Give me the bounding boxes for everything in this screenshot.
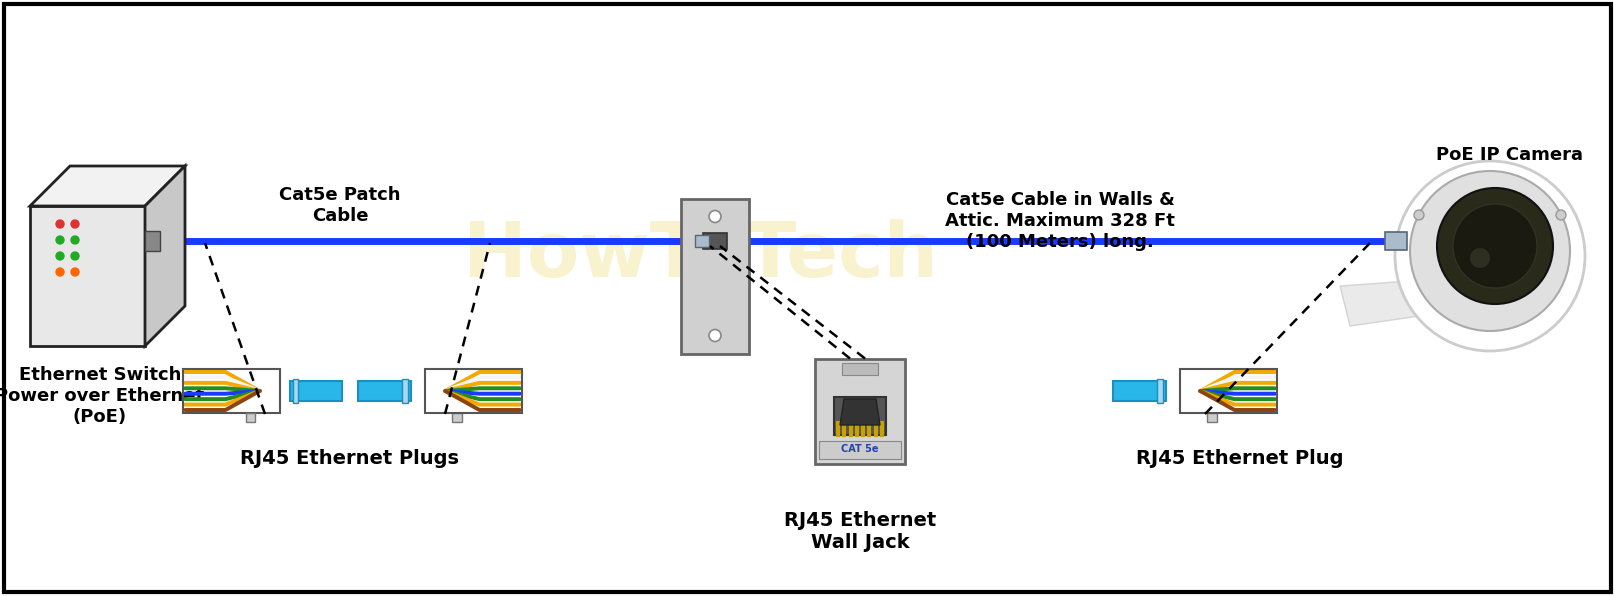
Bar: [424, 369, 521, 413]
Text: Ethernet Switch
Power over Ethernet
(PoE): Ethernet Switch Power over Ethernet (PoE…: [0, 366, 205, 426]
Circle shape: [1469, 248, 1490, 268]
Circle shape: [56, 236, 65, 244]
Polygon shape: [31, 166, 186, 206]
Bar: [1112, 381, 1165, 402]
Bar: [358, 381, 410, 402]
Bar: [1156, 378, 1162, 403]
Circle shape: [1394, 161, 1583, 351]
Bar: [1206, 413, 1215, 423]
Circle shape: [1409, 171, 1569, 331]
Bar: [145, 231, 160, 251]
Text: RJ45 Ethernet Plug: RJ45 Ethernet Plug: [1136, 449, 1343, 468]
Bar: [402, 378, 407, 403]
Circle shape: [71, 268, 79, 276]
Polygon shape: [145, 166, 186, 346]
Circle shape: [56, 220, 65, 228]
Polygon shape: [31, 206, 145, 346]
Text: RJ45 Ethernet Plugs: RJ45 Ethernet Plugs: [240, 449, 460, 468]
Bar: [681, 198, 749, 353]
Polygon shape: [839, 399, 880, 425]
Bar: [815, 359, 904, 464]
Bar: [292, 378, 299, 403]
Bar: [289, 381, 342, 402]
Circle shape: [1453, 204, 1537, 288]
Bar: [818, 440, 901, 458]
Text: Cat5e Cable in Walls &
Attic. Maximum 328 Ft
(100 Meters) long.: Cat5e Cable in Walls & Attic. Maximum 32…: [944, 191, 1175, 250]
Text: PoE IP Camera: PoE IP Camera: [1435, 146, 1582, 164]
Bar: [182, 369, 279, 413]
Text: RJ45 Ethernet
Wall Jack: RJ45 Ethernet Wall Jack: [783, 511, 936, 552]
Circle shape: [71, 252, 79, 260]
Bar: [702, 233, 726, 249]
Circle shape: [1414, 210, 1424, 220]
Circle shape: [1554, 210, 1566, 220]
Bar: [841, 362, 878, 374]
Text: HowToTech: HowToTech: [462, 219, 936, 293]
Bar: [694, 235, 709, 247]
Polygon shape: [1340, 276, 1490, 326]
Circle shape: [71, 220, 79, 228]
Circle shape: [56, 268, 65, 276]
Circle shape: [709, 210, 720, 222]
Bar: [452, 413, 462, 423]
Circle shape: [1436, 188, 1553, 304]
Text: CAT 5e: CAT 5e: [841, 445, 878, 455]
Text: Cat5e Patch
Cable: Cat5e Patch Cable: [279, 186, 400, 225]
Circle shape: [56, 252, 65, 260]
Circle shape: [709, 330, 720, 342]
Bar: [1180, 369, 1277, 413]
Bar: [1385, 232, 1406, 250]
Bar: [833, 397, 886, 435]
Bar: [245, 413, 255, 423]
Circle shape: [71, 236, 79, 244]
